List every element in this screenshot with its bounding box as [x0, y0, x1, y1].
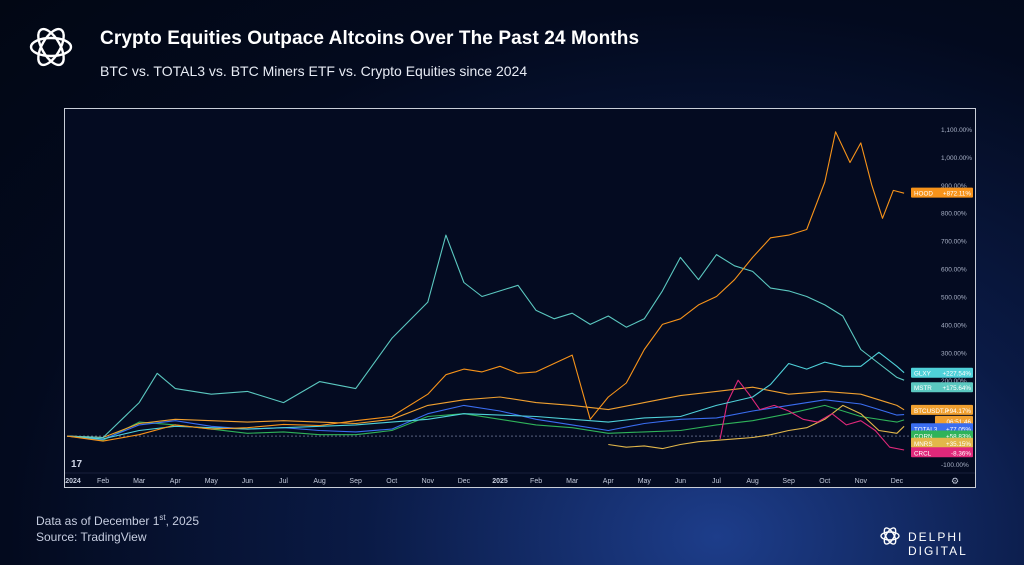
- series-line-btcusdt-p: [66, 386, 905, 439]
- series-value-tag: CRCL -8.36%: [911, 447, 973, 458]
- y-tick-label: 400.00%: [941, 322, 967, 329]
- chart-title: Crypto Equities Outpace Altcoins Over Th…: [100, 28, 640, 49]
- x-tick-label: Dec: [458, 478, 471, 485]
- series-tag-bg: [911, 187, 973, 198]
- line-chart[interactable]: 1,100.00% 1,000.00% 900.00% 800.00% 700.00% 6…: [65, 109, 975, 487]
- series-tag-ticker: GLXY: [914, 371, 932, 378]
- y-tick-label: 900.00%: [941, 183, 967, 190]
- delphi-logo-icon: [29, 27, 73, 67]
- x-tick-label: Aug: [746, 478, 759, 485]
- series-line-mnrs: [608, 404, 905, 450]
- series-tag-ticker: TOTAL3: [914, 426, 938, 433]
- series-tag-value: -8.36%: [951, 450, 971, 457]
- x-tick-label: Sep: [782, 478, 795, 485]
- data-date-sup: st: [159, 513, 166, 522]
- series-tag-value: +58.83%: [946, 434, 971, 441]
- data-date-prefix: Data as of December 1: [36, 514, 160, 528]
- chart-subtitle: BTC vs. TOTAL3 vs. BTC Miners ETF vs. Cr…: [100, 63, 528, 79]
- series-value-tag: GLXY +227.54%: [911, 367, 973, 378]
- series-tag-bg: [911, 447, 973, 458]
- y-tick-label: 1,100.00%: [941, 127, 972, 134]
- data-date-suffix: , 2025: [165, 514, 200, 528]
- x-tick-label: Jun: [242, 478, 253, 485]
- series-tag-ticker: MSTR: [914, 385, 932, 392]
- series-tag-bg: [911, 404, 973, 415]
- gear-icon[interactable]: ⚙: [951, 477, 959, 487]
- x-tick-label: Mar: [133, 478, 146, 485]
- series-line-total3: [66, 399, 905, 440]
- y-tick-label: -100.00%: [941, 462, 969, 469]
- x-tick-label: Jun: [675, 478, 686, 485]
- series-line-glxy: [66, 351, 905, 440]
- series-tag-bg: [911, 437, 973, 448]
- x-tick-label: Nov: [855, 478, 868, 485]
- series-tag-ticker: CRCL: [914, 450, 932, 457]
- series-tag-value: +94.17%: [946, 408, 971, 415]
- series-tag-time: 06:51:46: [946, 419, 971, 426]
- series-tag-ticker: CORN: [914, 434, 933, 441]
- x-tick-label: Oct: [819, 478, 830, 485]
- series-tag-bg: [911, 367, 973, 378]
- y-tick-label: 200.00%: [941, 378, 967, 385]
- x-tick-label: Dec: [891, 478, 904, 485]
- series-line-crcl: [719, 379, 905, 451]
- chart-panel: 1,100.00% 1,000.00% 900.00% 800.00% 700.00% 6…: [64, 108, 976, 488]
- x-tick-label: Jul: [279, 478, 288, 485]
- y-tick-label: 1,000.00%: [941, 155, 972, 162]
- x-tick-label: Sep: [349, 478, 362, 485]
- x-tick-label: Nov: [422, 478, 435, 485]
- y-tick-label: 600.00%: [941, 267, 967, 274]
- series-tag-bg: [911, 382, 973, 393]
- y-tick-label: 800.00%: [941, 211, 967, 218]
- series-tag-value: +35.15%: [946, 441, 971, 448]
- series-line-mstr: [66, 234, 905, 439]
- x-tick-label: Apr: [170, 478, 182, 485]
- y-tick-label: 700.00%: [941, 239, 967, 246]
- x-tick-label: Oct: [386, 478, 397, 485]
- brand-name: DELPHI DIGITAL: [908, 530, 968, 558]
- series-value-tag: MSTR +175.64%: [911, 382, 973, 393]
- series-tag-value: +227.54%: [942, 371, 971, 378]
- series-tag-ticker: HOOD: [914, 191, 933, 198]
- source-note: Source: TradingView: [36, 530, 147, 544]
- x-tick-label: Feb: [97, 478, 109, 485]
- series-tag-value: +872.11%: [943, 191, 971, 198]
- x-tick-label: Apr: [603, 478, 615, 485]
- delphi-logo-icon: [880, 527, 900, 545]
- series-tag-value: +77.05%: [946, 426, 971, 433]
- x-tick-label: 2024: [65, 478, 81, 485]
- series-tag-value: +175.64%: [942, 385, 971, 392]
- series-value-tag: HOOD +872.11%: [911, 187, 973, 198]
- x-tick-label: 2025: [492, 478, 508, 485]
- y-tick-label: 500.00%: [941, 294, 967, 301]
- series-value-tag: MNRS +35.15%: [911, 437, 973, 448]
- series-line-hood: [66, 131, 905, 442]
- series-tag-ticker: MNRS: [914, 441, 933, 448]
- x-tick-label: Mar: [566, 478, 579, 485]
- y-tick-label: 300.00%: [941, 350, 967, 357]
- x-tick-label: May: [205, 478, 219, 485]
- series-tag-ticker: BTCUSDT.P: [914, 408, 949, 415]
- x-tick-label: May: [638, 478, 652, 485]
- x-tick-label: Aug: [313, 478, 326, 485]
- series-value-tag: BTCUSDT.P+94.17% 06:51:46: [911, 404, 973, 426]
- x-tick-label: Feb: [530, 478, 542, 485]
- data-date-note: Data as of December 1st, 2025: [36, 513, 199, 528]
- tradingview-icon: 17: [71, 459, 83, 470]
- x-tick-label: Jul: [712, 478, 721, 485]
